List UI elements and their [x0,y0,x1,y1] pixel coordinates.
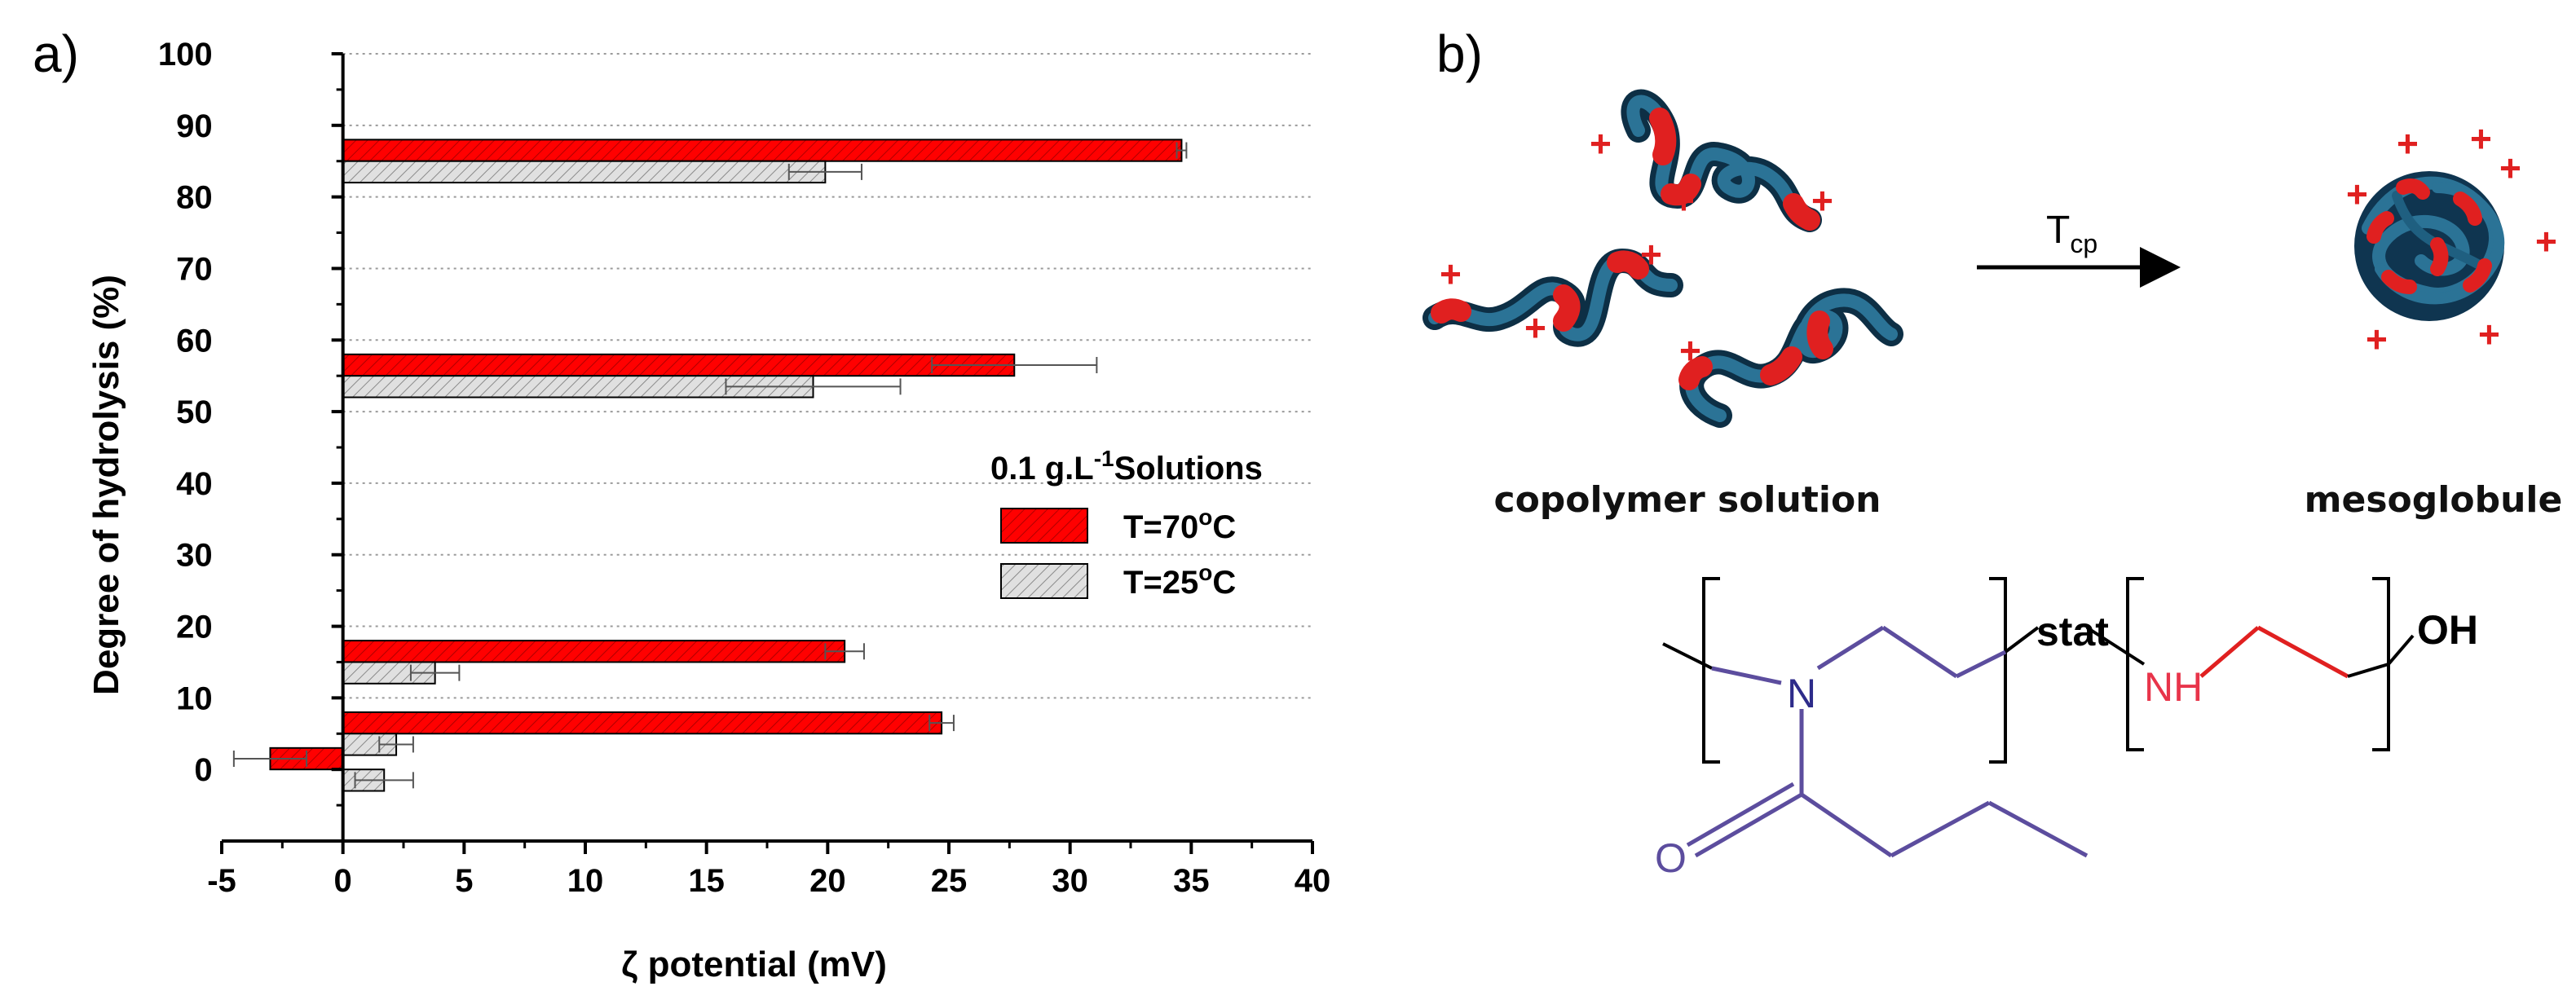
charge-symbol: + [1590,122,1612,165]
legend-title: 0.1 g.L-1Solutions [990,446,1263,487]
y-tick-label: 50 [176,394,213,430]
bar-t25 [342,160,827,184]
charge-symbol: + [2478,313,2500,355]
chart-axes [220,52,1314,854]
chart-bars [269,139,1183,792]
charges-mesoglobule: + + + + + + + [2346,117,2557,360]
y-tick-label: 20 [176,610,213,645]
y-tick-label: 100 [158,37,213,73]
charge-symbol: + [1811,179,1833,222]
charge-symbol: + [2535,220,2557,262]
charge-symbol: + [2346,173,2368,215]
y-tick-label: 90 [176,108,213,144]
mesoglobule-icon [2354,171,2505,321]
y-tick-label: 70 [176,251,213,287]
y-tick-labels: 0 10 20 30 40 50 60 70 80 90 100 [158,37,213,788]
charge-symbol: + [1673,179,1695,222]
bracket-left-close [1989,577,2007,764]
legend-label-25: T=25oC [1123,560,1236,601]
legend-swatch-25 [1000,563,1088,599]
bar-t70 [342,139,1183,162]
x-tick-label: 25 [931,863,968,899]
charge-symbol: + [1440,253,1462,295]
chart-grid [342,53,1312,699]
polymer-coil-1 [1621,89,1822,232]
x-tick-label: 20 [809,863,846,899]
unit-ethylenimine [2199,625,2349,679]
bar-t70 [342,640,846,663]
bracket-left-open [1702,577,1720,764]
atom-n: N [1787,671,1816,716]
zeta-potential-chart: -5 0 5 10 15 20 25 30 35 40 0 10 20 30 40 50 60 70 80 90 10… [86,37,1330,984]
stat-label: stat [2036,609,2109,654]
atom-o: O [1655,835,1687,881]
chart-error-bars [232,142,1188,789]
x-tick-label: 35 [1173,863,1210,899]
y-tick-label: 30 [176,538,213,574]
x-tick-labels: -5 0 5 10 15 20 25 30 35 40 [207,863,1330,899]
y-tick-label: 60 [176,323,213,359]
unit-oxazoline [1686,625,2089,858]
panel-label-b: b) [1436,24,1483,83]
x-tick-label: 5 [455,863,473,899]
x-tick-label: 0 [334,863,352,899]
charge-symbol: + [1524,306,1546,349]
x-tick-label: 10 [567,863,604,899]
x-tick-label: 40 [1295,863,1331,899]
x-tick-label: -5 [207,863,236,899]
bar-t70 [342,711,943,735]
bar-t70 [342,353,1016,377]
y-tick-label: 0 [194,752,212,788]
atom-nh: NH [2144,664,2203,710]
charge-symbol: + [2499,147,2521,189]
panel-label-a: a) [33,24,79,83]
charge-symbol: + [2397,122,2419,165]
caption-copolymer-solution: copolymer solution [1494,479,1881,521]
group-oh: OH [2417,607,2478,653]
x-tick-label: 15 [688,863,725,899]
polymer-scheme: + + + + + + + Tcp + + + [1423,89,2563,521]
chart-legend: 0.1 g.L-1Solutions T=70oC T=25oC [990,446,1263,601]
charge-symbol: + [2470,117,2492,160]
polymer-coil-3 [1678,288,1903,428]
bracket-right-open [2126,577,2144,751]
charges-coils: + + + + + + + [1440,122,1833,372]
y-tick-label: 80 [176,180,213,216]
y-tick-label: 40 [176,466,213,502]
caption-mesoglobule: mesoglobule [2305,479,2563,521]
x-axis-title: ζ potential (mV) [621,945,887,984]
y-tick-label: 10 [176,680,213,716]
charge-symbol: + [1679,329,1701,372]
charge-symbol: + [1640,233,1662,275]
legend-swatch-70 [1000,508,1088,544]
charge-symbol: + [2366,318,2388,360]
legend-label-70: T=70oC [1123,504,1236,545]
y-axis-title: Degree of hydrolysis (%) [86,275,126,695]
arrow-label: Tcp [2046,209,2097,258]
x-tick-label: 30 [1052,863,1088,899]
copolymer-structure: N O stat NH OH [1655,577,2478,881]
polymer-coil-2 [1423,248,1683,347]
